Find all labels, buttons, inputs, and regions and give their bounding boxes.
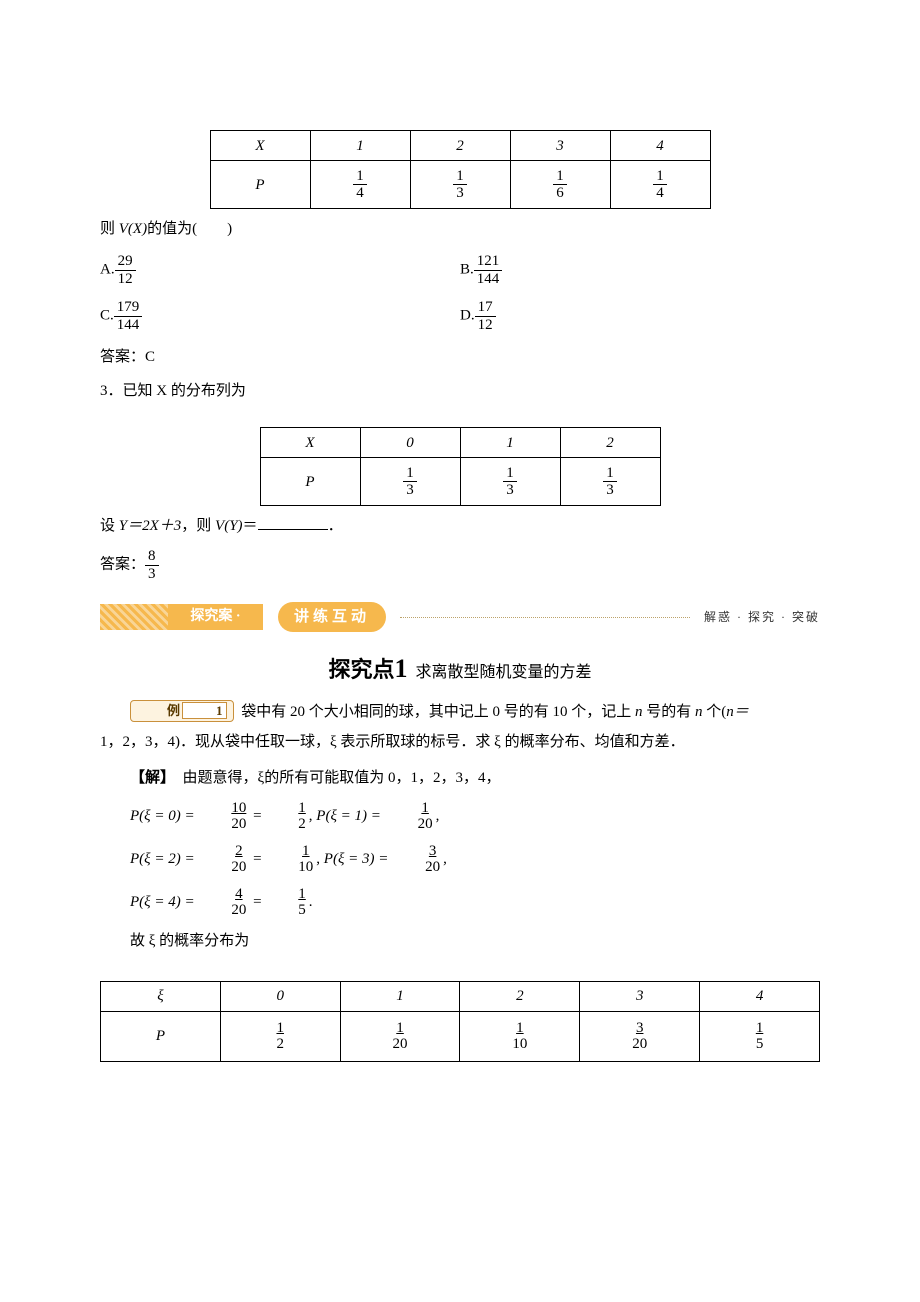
choice-a: A.2912: [100, 247, 460, 293]
table-x-val: 0: [360, 428, 460, 458]
table-x-val: 4: [700, 981, 820, 1011]
prob-line-3: P(ξ = 4) = 420 = 15.: [100, 886, 820, 919]
solution-header: 【解】 由题意得，ξ的所有可能取值为 0，1，2，3，4，: [100, 766, 820, 790]
distribution-table-x2: X 0 1 2 P 13 13 13: [260, 427, 661, 506]
table-header-prob: P: [260, 458, 360, 506]
banner-label-left: 探究案 ·: [168, 604, 263, 630]
table-p-val: 14: [610, 161, 710, 209]
table-p-val: 13: [560, 458, 660, 506]
tanjiu-heading: 探究点1求离散型随机变量的方差: [100, 648, 820, 690]
example-badge: 例1: [130, 700, 234, 723]
table-x-val: 3: [580, 981, 700, 1011]
table-p-val: 13: [460, 458, 560, 506]
table-x-val: 0: [220, 981, 340, 1011]
table-x-val: 3: [510, 131, 610, 161]
section-banner: 探究案 · 讲练互动 解惑 · 探究 · 突破: [100, 600, 820, 634]
conclusion-text: 故 ξ 的概率分布为: [100, 929, 820, 953]
prob-line-1: P(ξ = 0) = 1020 = 12, P(ξ = 1) = 120,: [100, 800, 820, 833]
banner-dotted-line: [400, 617, 690, 618]
table-x-val: 1: [340, 981, 460, 1011]
table-p-val: 16: [510, 161, 610, 209]
answer-2: 答案：83: [100, 548, 820, 582]
table-x-val: 4: [610, 131, 710, 161]
table-p-val: 13: [410, 161, 510, 209]
table-header-var: ξ: [101, 981, 221, 1011]
fill-blank: [258, 515, 328, 530]
table-p-val: 110: [460, 1011, 580, 1061]
distribution-table-x: X 1 2 3 4 P 14 13 16 14: [210, 130, 711, 209]
banner-right-text: 解惑 · 探究 · 突破: [704, 600, 820, 634]
table-p-val: 15: [700, 1011, 820, 1061]
question-vx-text: 则 V(X)的值为( ): [100, 217, 820, 241]
table-p-val: 14: [310, 161, 410, 209]
distribution-table-xi: ξ 0 1 2 3 4 P 12 120 110 320 15: [100, 981, 820, 1062]
choice-d: D.1712: [460, 293, 820, 339]
table-header-prob: P: [101, 1011, 221, 1061]
answer-1: 答案：C: [100, 345, 820, 369]
example-1-paragraph: 例1 袋中有 20 个大小相同的球，其中记上 0 号的有 10 个，记上 n 号…: [100, 700, 820, 724]
banner-label-pill: 讲练互动: [278, 602, 386, 632]
table-p-val: 320: [580, 1011, 700, 1061]
choice-b: B.121144: [460, 247, 820, 293]
prob-line-2: P(ξ = 2) = 220 = 110, P(ξ = 3) = 320,: [100, 843, 820, 876]
table-p-val: 120: [340, 1011, 460, 1061]
question-3: 3．已知 X 的分布列为: [100, 379, 820, 403]
table-x-val: 2: [460, 981, 580, 1011]
table-x-val: 1: [310, 131, 410, 161]
choice-c: C.179144: [100, 293, 460, 339]
table-header-var: X: [260, 428, 360, 458]
banner-stripes-icon: [100, 604, 178, 630]
table-x-val: 2: [560, 428, 660, 458]
choice-group: A.2912 B.121144 C.179144 D.1712: [100, 247, 820, 339]
table-header-prob: P: [210, 161, 310, 209]
table-p-val: 13: [360, 458, 460, 506]
example-1-paragraph-2: 1，2，3，4)．现从袋中任取一球，ξ 表示所取球的标号．求 ξ 的概率分布、均…: [100, 730, 820, 754]
table-x-val: 2: [410, 131, 510, 161]
question-vy-text: 设 Y＝2X＋3，则 V(Y)＝．: [100, 514, 820, 538]
table-x-val: 1: [460, 428, 560, 458]
table-p-val: 12: [220, 1011, 340, 1061]
table-header-var: X: [210, 131, 310, 161]
